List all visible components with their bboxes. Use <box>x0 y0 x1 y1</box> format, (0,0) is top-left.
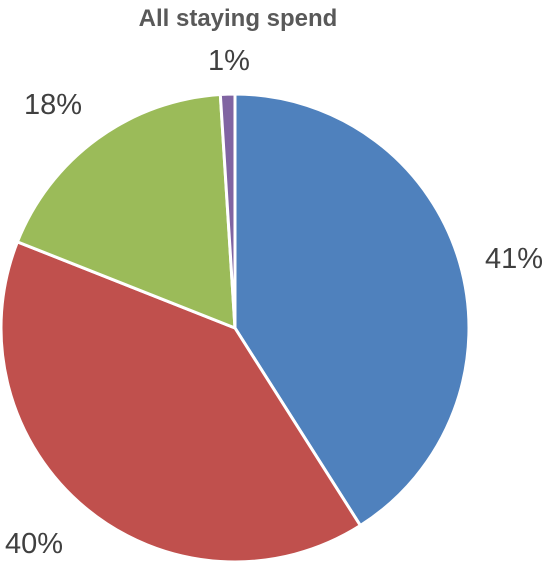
pie-slices <box>0 92 471 564</box>
chart-title: All staying spend <box>139 5 338 32</box>
pie-slice-2 <box>0 239 363 564</box>
data-label-2: 40% <box>5 528 63 560</box>
data-label-1: 41% <box>485 243 543 275</box>
data-label-4: 1% <box>208 45 250 77</box>
pie-slice-3 <box>15 92 237 331</box>
pie-data-labels: 41% 40% 18% 1% <box>5 45 543 560</box>
data-label-3: 18% <box>24 89 82 121</box>
pie-slice-4 <box>218 92 237 329</box>
